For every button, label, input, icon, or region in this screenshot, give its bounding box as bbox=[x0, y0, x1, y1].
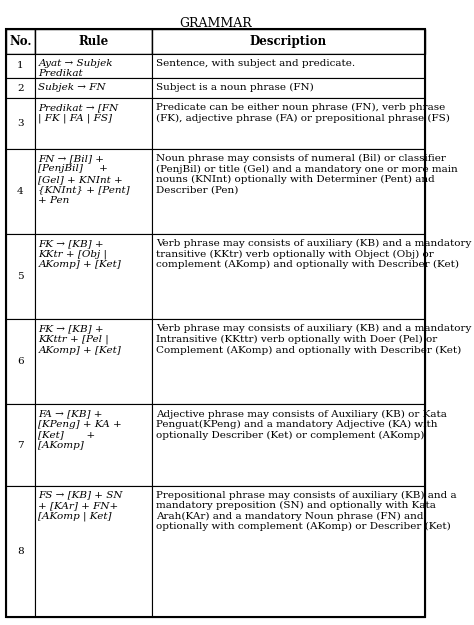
Text: Prepositional phrase may consists of auxiliary (KB) and a mandatory preposition : Prepositional phrase may consists of aux… bbox=[156, 491, 456, 531]
Text: Adjective phrase may consists of Auxiliary (KB) or Kata Penguat(KPeng) and a man: Adjective phrase may consists of Auxilia… bbox=[156, 409, 447, 440]
Bar bbox=[35, 54, 152, 78]
Text: Noun phrase may consists of numeral (Bil) or classifier (PenjBil) or title (Gel): Noun phrase may consists of numeral (Bil… bbox=[156, 154, 457, 194]
Bar bbox=[152, 149, 425, 234]
Bar bbox=[6, 486, 35, 618]
Bar bbox=[6, 319, 35, 404]
Text: Rule: Rule bbox=[79, 35, 109, 48]
Bar bbox=[6, 78, 35, 98]
Bar bbox=[6, 149, 35, 234]
Bar bbox=[152, 78, 425, 98]
Text: FK → [KB] +
KKtr + [Obj |
AKomp] + [Ket]: FK → [KB] + KKtr + [Obj | AKomp] + [Ket] bbox=[38, 239, 121, 269]
Text: Predikat → [FN
| FK | FA | FS]: Predikat → [FN | FK | FA | FS] bbox=[38, 103, 118, 123]
Text: 2: 2 bbox=[17, 84, 24, 92]
Text: Subjek → FN: Subjek → FN bbox=[38, 83, 106, 92]
Bar bbox=[35, 486, 152, 618]
Text: FK → [KB] +
KKttr + [Pel |
AKomp] + [Ket]: FK → [KB] + KKttr + [Pel | AKomp] + [Ket… bbox=[38, 324, 121, 354]
Text: GRAMMAR: GRAMMAR bbox=[179, 17, 252, 30]
Text: 7: 7 bbox=[17, 441, 24, 449]
Bar bbox=[6, 54, 35, 78]
Bar bbox=[35, 98, 152, 149]
Bar bbox=[6, 29, 35, 54]
Text: Ayat → Subjek
Predikat: Ayat → Subjek Predikat bbox=[38, 59, 113, 78]
Bar bbox=[6, 404, 35, 486]
Text: Description: Description bbox=[250, 35, 327, 48]
Bar bbox=[152, 486, 425, 618]
Text: Sentence, with subject and predicate.: Sentence, with subject and predicate. bbox=[156, 59, 355, 68]
Text: 6: 6 bbox=[17, 357, 24, 366]
Text: FA → [KB] +
[KPeng] + KA +
[Ket]       +
[AKomp]: FA → [KB] + [KPeng] + KA + [Ket] + [AKom… bbox=[38, 409, 122, 449]
Text: No.: No. bbox=[9, 35, 32, 48]
Text: 4: 4 bbox=[17, 187, 24, 196]
Bar bbox=[6, 98, 35, 149]
Bar bbox=[35, 78, 152, 98]
Text: 3: 3 bbox=[17, 119, 24, 128]
Text: FN → [Bil] +
[PenjBil]     +
[Gel] + KNInt +
{KNInt} + [Pent]
+ Pen: FN → [Bil] + [PenjBil] + [Gel] + KNInt +… bbox=[38, 154, 130, 204]
Text: Verb phrase may consists of auxiliary (KB) and a mandatory Intransitive (KKttr) : Verb phrase may consists of auxiliary (K… bbox=[156, 324, 471, 354]
Text: 8: 8 bbox=[17, 547, 24, 556]
Bar bbox=[35, 319, 152, 404]
Text: FS → [KB] + SN
+ [KAr] + FN+
[AKomp | Ket]: FS → [KB] + SN + [KAr] + FN+ [AKomp | Ke… bbox=[38, 491, 123, 521]
Bar bbox=[152, 29, 425, 54]
Text: 1: 1 bbox=[17, 61, 24, 71]
Bar bbox=[152, 54, 425, 78]
Bar bbox=[35, 29, 152, 54]
Text: Predicate can be either noun phrase (FN), verb phrase (FK), adjective phrase (FA: Predicate can be either noun phrase (FN)… bbox=[156, 103, 450, 123]
Bar bbox=[35, 149, 152, 234]
Text: Subject is a noun phrase (FN): Subject is a noun phrase (FN) bbox=[156, 83, 313, 92]
Bar bbox=[152, 234, 425, 319]
Bar bbox=[152, 98, 425, 149]
Bar bbox=[35, 234, 152, 319]
Bar bbox=[152, 319, 425, 404]
Bar bbox=[6, 234, 35, 319]
Bar bbox=[35, 404, 152, 486]
Text: 5: 5 bbox=[17, 272, 24, 281]
Text: Verb phrase may consists of auxiliary (KB) and a mandatory transitive (KKtr) ver: Verb phrase may consists of auxiliary (K… bbox=[156, 239, 471, 269]
Bar bbox=[152, 404, 425, 486]
